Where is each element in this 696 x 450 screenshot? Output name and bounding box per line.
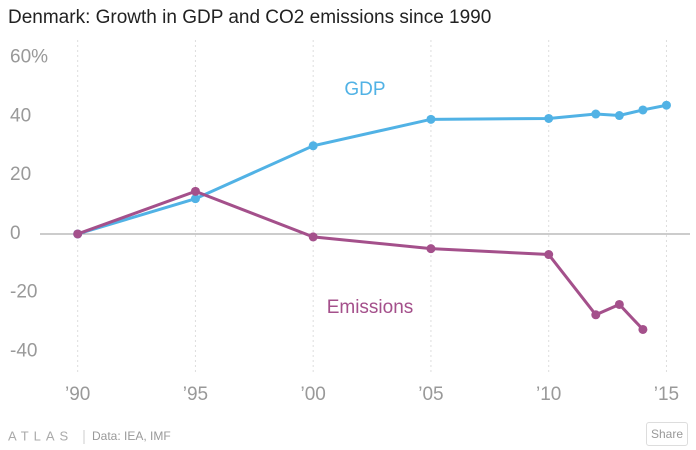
y-tick-label: 0	[10, 223, 21, 244]
data-point	[591, 310, 601, 320]
series-label: Emissions	[327, 297, 414, 318]
data-point	[614, 111, 624, 121]
data-point	[638, 105, 648, 115]
data-point	[544, 250, 554, 260]
x-tick-label: ’15	[654, 384, 679, 405]
data-point	[190, 186, 200, 196]
y-tick-label: 60%	[10, 47, 48, 68]
series-line	[77, 103, 667, 236]
data-point	[544, 113, 554, 123]
data-point	[426, 114, 436, 124]
logo: ATLAS	[8, 428, 73, 443]
chart-title: Denmark: Growth in GDP and CO2 emissions…	[8, 7, 491, 28]
y-tick-label: 40	[10, 105, 31, 126]
data-point	[614, 299, 624, 309]
x-tick-label: ’00	[301, 384, 326, 405]
y-tick-label: -40	[10, 341, 37, 362]
x-tick-label: ’95	[183, 384, 208, 405]
data-point	[661, 100, 671, 110]
data-point	[190, 194, 200, 204]
x-tick-label: ’90	[65, 384, 90, 405]
y-tick-label: 20	[10, 164, 31, 185]
series-label: GDP	[344, 79, 385, 100]
data-point	[591, 109, 601, 119]
data-point	[308, 232, 318, 242]
share-button[interactable]: Share	[646, 422, 688, 446]
data-point	[426, 244, 436, 254]
data-point	[308, 141, 318, 151]
source: Data: IEA, IMF	[92, 429, 171, 443]
x-tick-label: ’05	[418, 384, 443, 405]
x-tick-label: ’10	[536, 384, 561, 405]
y-tick-label: -20	[10, 282, 37, 303]
data-point	[638, 324, 648, 334]
data-point	[73, 229, 83, 239]
